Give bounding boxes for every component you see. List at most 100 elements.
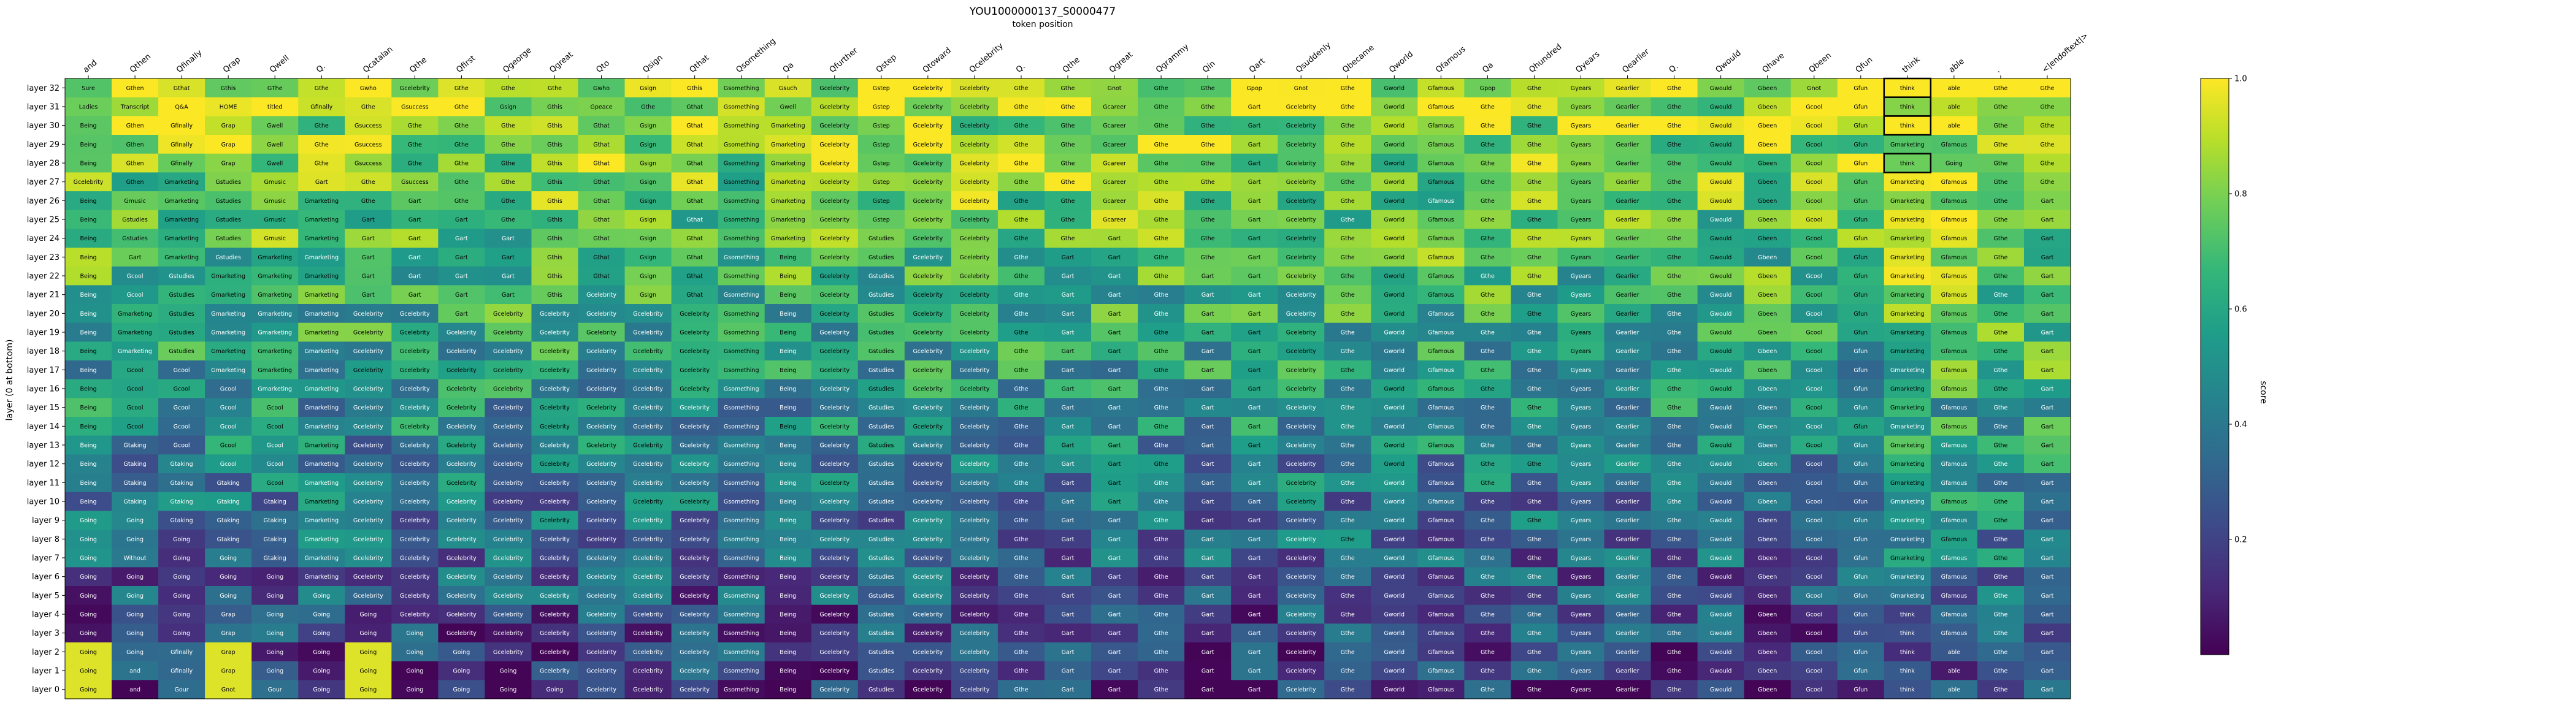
cell-label: Gtaking [171, 499, 193, 506]
cell-label: Going [80, 517, 97, 524]
heatmap-cell [1184, 97, 1232, 116]
y-tick-label: layer 27 [27, 178, 59, 187]
heatmap-cell [1744, 172, 1792, 192]
heatmap-cell [298, 398, 345, 417]
cell-label: Gthat [686, 179, 703, 186]
heatmap-cell [1324, 153, 1371, 173]
heatmap-cell [1697, 266, 1745, 286]
cell-label: Gcelebrity [493, 499, 523, 506]
heatmap-cell [531, 680, 579, 699]
highlight-box [1883, 115, 1932, 136]
cell-label: Gart [362, 217, 375, 224]
cell-label: Gthe [1341, 386, 1355, 393]
heatmap-cell [857, 304, 905, 324]
cell-label: Gthe [1341, 311, 1355, 318]
heatmap-cell [485, 530, 532, 549]
cell-label: Gcelebrity [819, 649, 849, 656]
cell-label: Gart [2041, 348, 2054, 355]
heatmap-cell [1790, 417, 1838, 436]
heatmap-cell [764, 567, 812, 587]
cell-label: Gthe [1993, 405, 2007, 411]
heatmap-cell [1884, 341, 1931, 361]
heatmap-cell [811, 492, 859, 511]
heatmap-cell [1278, 473, 1325, 493]
x-tick-label: Qgreat [1108, 50, 1135, 75]
heatmap-cell [2023, 435, 2071, 455]
cell-label: Gearlier [1616, 574, 1639, 580]
cell-label: Gsign [640, 292, 656, 299]
cell-label: Gthe [1667, 311, 1681, 318]
y-tick-label: layer 31 [27, 103, 59, 112]
heatmap-cell [205, 604, 252, 624]
heatmap-cell [158, 97, 205, 116]
heatmap-cell [345, 454, 392, 474]
cell-label: Being [780, 461, 796, 468]
heatmap-cell [1417, 248, 1465, 267]
heatmap-cell [1884, 153, 1931, 173]
cell-label: Being [780, 348, 796, 355]
cell-label: Gthe [1481, 386, 1495, 393]
heatmap-cell [1697, 191, 1745, 211]
heatmap-cell [1231, 511, 1278, 530]
heatmap-cell [951, 285, 999, 305]
heatmap-cell [1930, 322, 1978, 342]
cell-label: Gart [1108, 536, 1121, 543]
cell-label: Gbeen [1758, 123, 1777, 129]
x-tick-label: Qthe [1061, 55, 1082, 75]
heatmap-cell [904, 266, 952, 286]
cell-label: Gart [1108, 668, 1121, 675]
heatmap-cell [764, 304, 812, 324]
heatmap-cell [1324, 511, 1371, 530]
heatmap-cell [158, 454, 205, 474]
heatmap-cell [1837, 266, 1885, 286]
cell-label: Gart [1108, 517, 1121, 524]
cell-label: Gthe [1481, 461, 1495, 468]
cell-label: Gbeen [1758, 443, 1777, 449]
heatmap-cell [671, 680, 719, 699]
heatmap-cell [1138, 135, 1185, 154]
cell-label: Gthe [1341, 330, 1355, 337]
cell-label: Gmarketing [771, 235, 805, 242]
heatmap-cell [764, 153, 812, 173]
cell-label: Gart [1248, 311, 1261, 318]
heatmap-cell [1837, 473, 1885, 493]
heatmap-cell [1091, 304, 1138, 324]
cell-label: Being [780, 367, 796, 374]
heatmap-cell [1744, 360, 1792, 380]
heatmap-cell [158, 172, 205, 192]
heatmap-cell [1138, 210, 1185, 229]
heatmap-cell [951, 661, 999, 680]
cell-label: Gthe [1667, 649, 1681, 656]
heatmap-cell [1790, 548, 1838, 568]
cell-label: Gthe [2041, 85, 2055, 92]
cell-label: Gthe [1993, 273, 2007, 280]
cell-label: Gwell [267, 123, 283, 129]
cell-label: Gthat [686, 123, 703, 129]
heatmap-cell [1837, 623, 1885, 643]
cell-label: Gearlier [1616, 480, 1639, 487]
cell-label: Gfamous [1428, 649, 1454, 656]
heatmap-cell [391, 285, 439, 305]
heatmap-cell [1371, 473, 1418, 493]
cell-label: Gstudies [868, 517, 894, 524]
heatmap-cell [1557, 116, 1605, 135]
cell-label: Gcelebrity [1286, 292, 1316, 299]
heatmap-cell [298, 379, 345, 398]
heatmap-cell [1697, 229, 1745, 248]
cell-label: Gworld [1384, 593, 1405, 600]
heatmap-cell [1184, 191, 1232, 211]
heatmap-cell [671, 266, 719, 286]
heatmap-cell [811, 116, 859, 135]
cell-label: Gcelebrity [353, 499, 383, 506]
heatmap-cell [1884, 285, 1931, 305]
cell-label: Gsomething [724, 348, 759, 355]
cell-label: Gmarketing [1890, 386, 1925, 393]
heatmap-cell [671, 210, 719, 229]
cell-label: Gfun [1853, 142, 1868, 148]
cell-label: Gthe [1481, 292, 1495, 299]
cell-label: Gthe [1993, 292, 2007, 299]
heatmap-cell [438, 248, 485, 267]
cell-label: Gcelebrity [586, 574, 616, 580]
cell-label: Gcareer [1103, 198, 1126, 205]
colorbar-tick-label: 0.2 [2234, 536, 2247, 545]
